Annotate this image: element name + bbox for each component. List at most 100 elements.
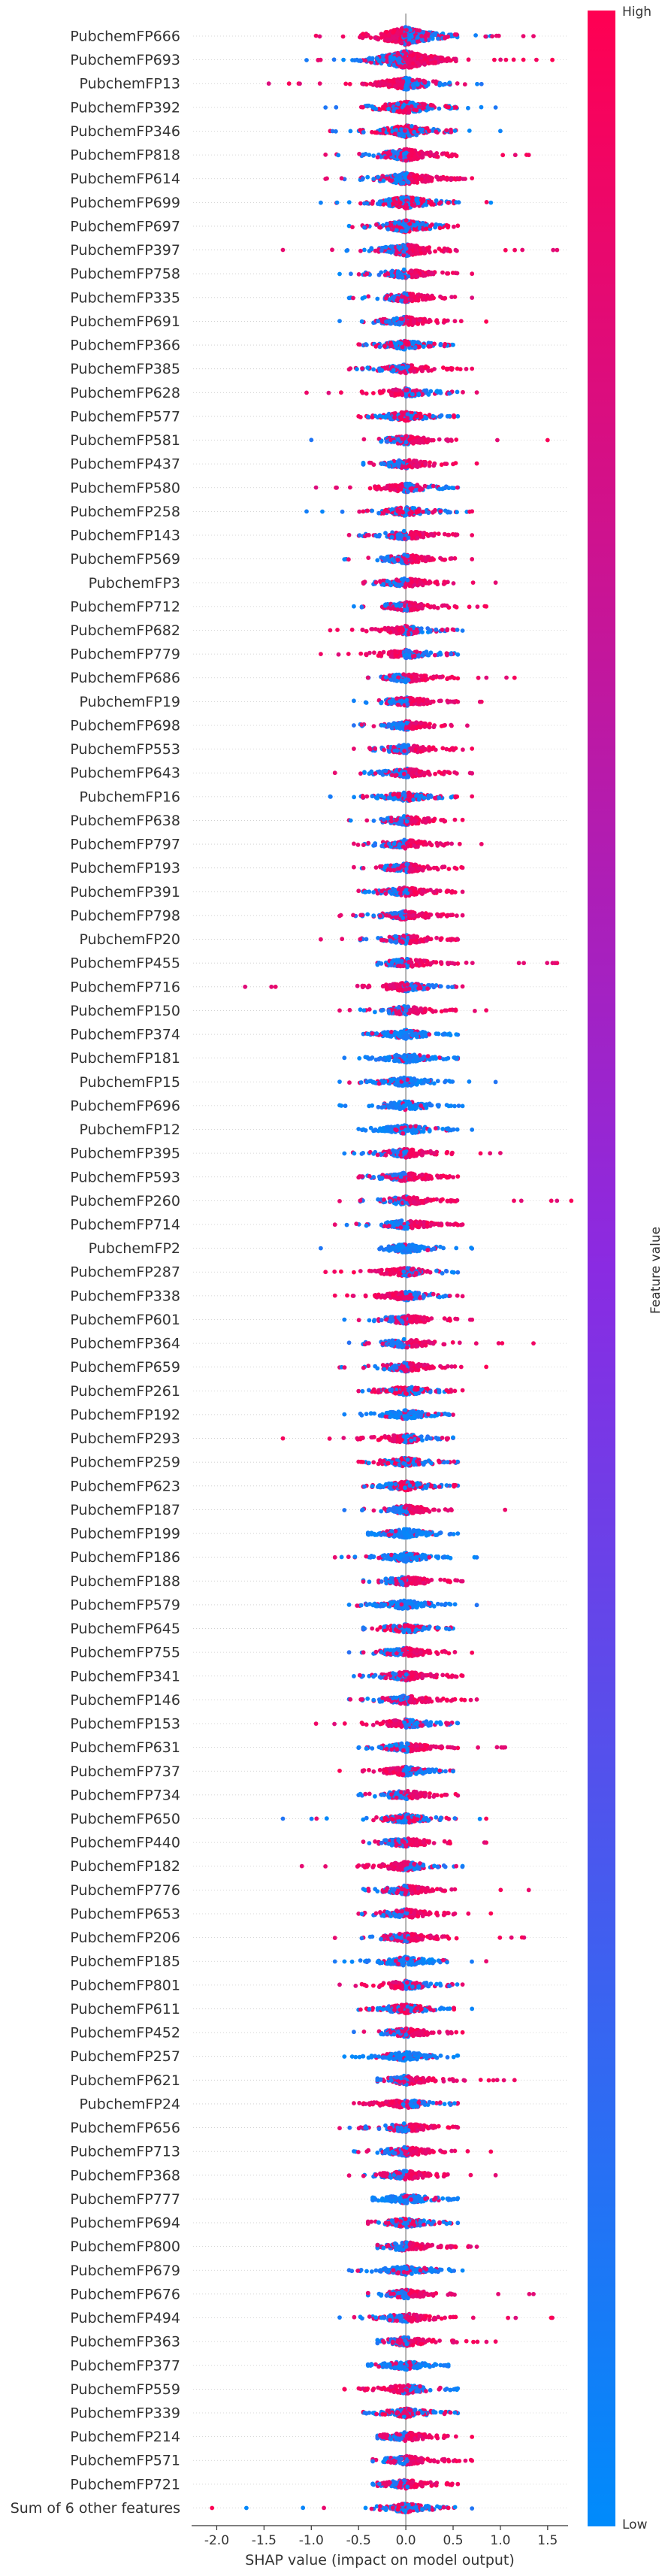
shap-point — [400, 294, 404, 299]
shap-point — [366, 294, 371, 299]
shap-point — [419, 601, 424, 607]
shap-point — [361, 460, 366, 465]
shap-point — [393, 39, 398, 44]
shap-point — [383, 155, 388, 160]
shap-point — [426, 38, 431, 43]
feature-points — [313, 25, 536, 47]
shap-point — [419, 38, 425, 42]
shap-point — [454, 200, 459, 204]
shap-point — [416, 437, 420, 443]
shap-point — [404, 388, 408, 393]
shap-point — [473, 33, 478, 38]
feature-points — [323, 171, 475, 186]
shap-point — [414, 251, 419, 256]
shap-point — [399, 272, 404, 277]
shap-point — [437, 437, 442, 442]
shap-point — [391, 30, 395, 35]
shap-point — [397, 60, 402, 65]
shap-point — [413, 125, 418, 129]
shap-point — [494, 33, 499, 38]
shap-point — [404, 202, 409, 207]
shap-point — [365, 508, 370, 513]
shap-point — [304, 509, 309, 514]
shap-point — [414, 244, 419, 249]
shap-point — [407, 463, 412, 468]
shap-point — [359, 604, 364, 610]
shap-point — [444, 603, 449, 608]
shap-point — [482, 604, 488, 609]
shap-point — [417, 344, 422, 350]
shap-point — [410, 77, 416, 83]
shap-point — [511, 57, 516, 62]
shap-point — [358, 248, 363, 253]
shap-point — [429, 202, 434, 207]
feature-points — [356, 338, 455, 352]
shap-point — [470, 295, 475, 300]
shap-point — [446, 509, 451, 514]
shap-point — [433, 56, 438, 61]
shap-point — [358, 201, 363, 206]
shap-point — [431, 483, 436, 489]
shap-points — [210, 25, 574, 2515]
shap-point — [454, 153, 459, 159]
shap-point — [389, 534, 394, 540]
shap-point — [298, 81, 302, 86]
shap-point — [323, 105, 328, 110]
shap-point — [432, 509, 437, 514]
shap-point — [348, 129, 353, 134]
shap-point — [346, 557, 351, 562]
shap-point — [286, 81, 292, 86]
shap-point — [371, 391, 376, 395]
shap-point — [388, 59, 393, 64]
shap-point — [446, 200, 451, 205]
shap-point — [337, 319, 342, 323]
shap-point — [453, 247, 458, 253]
feature-points — [361, 576, 498, 589]
shap-point — [373, 344, 379, 349]
shap-point — [438, 341, 443, 347]
shap-point — [376, 510, 381, 516]
feature-points — [304, 505, 475, 518]
shap-point — [397, 458, 401, 463]
shap-point — [320, 509, 325, 514]
shap-point — [412, 555, 417, 561]
shap-point — [397, 110, 402, 114]
shap-point — [407, 510, 413, 516]
shap-point — [550, 57, 555, 62]
feature-points — [352, 600, 488, 613]
shap-point — [375, 56, 379, 61]
shap-point — [348, 485, 352, 490]
shap-point — [479, 104, 484, 110]
shap-point — [344, 248, 349, 253]
shap-point — [382, 558, 388, 563]
shap-point — [426, 438, 431, 443]
shap-point — [521, 57, 526, 62]
shap-point — [379, 270, 384, 275]
shap-point — [430, 532, 435, 537]
shap-point — [420, 438, 425, 443]
shap-point — [376, 174, 380, 180]
shap-point — [479, 81, 484, 86]
shap-point — [346, 532, 352, 537]
shap-point — [452, 129, 458, 133]
shap-point — [334, 485, 339, 490]
shap-point — [396, 464, 401, 469]
shap-point — [431, 463, 437, 468]
shap-point — [400, 345, 405, 350]
shap-point — [416, 322, 421, 326]
shap-point — [396, 536, 401, 541]
shap-point — [443, 35, 447, 41]
shap-point — [467, 509, 472, 514]
shap-point — [381, 106, 386, 111]
shap-point — [493, 580, 498, 585]
shap-point — [390, 507, 394, 512]
shap-point — [339, 176, 344, 181]
shap-point — [483, 34, 488, 39]
shap-point — [466, 57, 471, 62]
shap-point — [362, 201, 367, 206]
shap-point — [429, 296, 434, 301]
shap-point — [404, 342, 409, 347]
shap-point — [405, 412, 410, 416]
shap-point — [375, 558, 380, 563]
shap-point — [440, 603, 446, 608]
